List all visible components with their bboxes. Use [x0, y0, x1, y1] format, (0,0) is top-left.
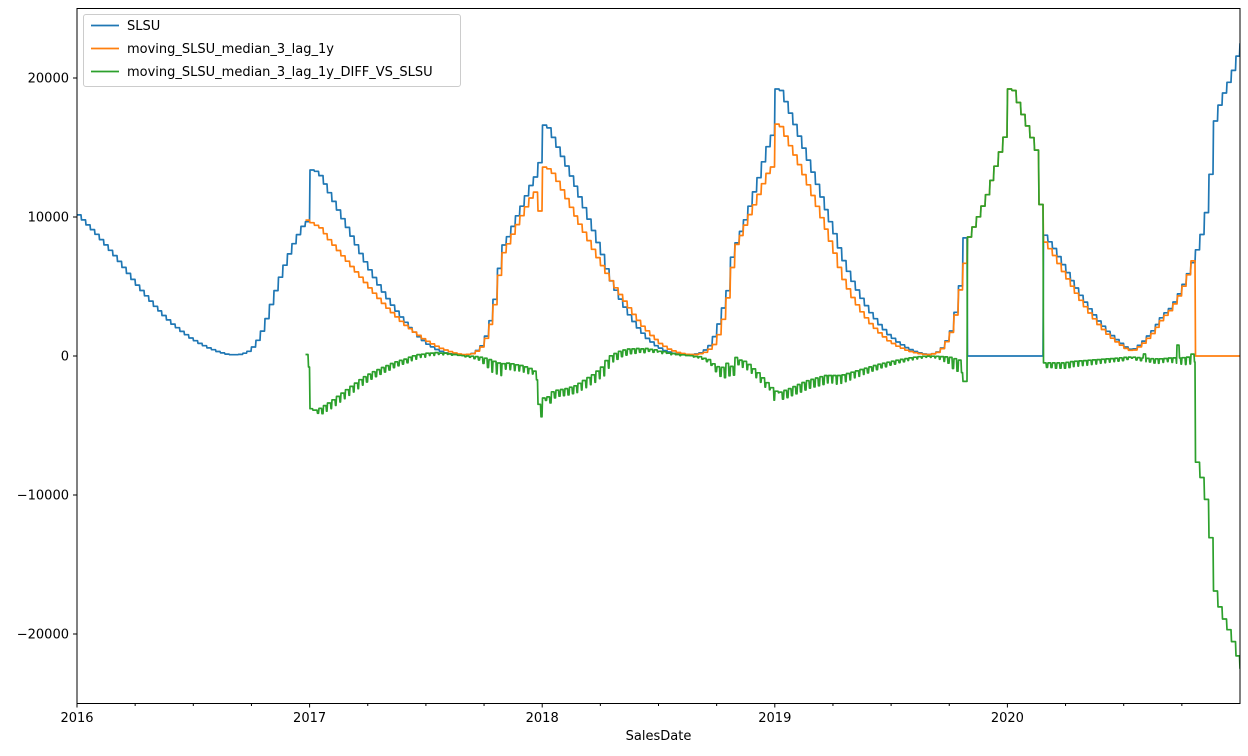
y-tick-label: −10000 — [17, 489, 69, 504]
legend-box — [83, 14, 461, 87]
y-tick-label: 0 — [61, 350, 69, 365]
x-axis-labels: 2016 2017 2018 2019 2020 — [60, 711, 1023, 726]
legend-label-diff: moving_SLSU_median_3_lag_1y_DIFF_VS_SLSU — [127, 65, 433, 80]
y-tick-label: −20000 — [17, 628, 69, 643]
legend-label-slsu: SLSU — [127, 19, 160, 34]
legend-label-moving: moving_SLSU_median_3_lag_1y — [127, 42, 334, 57]
x-tick-label: 2016 — [60, 711, 93, 726]
y-axis-ticks — [73, 77, 77, 635]
y-axis-labels: 20000 10000 0 −10000 −20000 — [17, 72, 69, 643]
y-tick-label: 10000 — [28, 211, 69, 226]
legend: SLSU moving_SLSU_median_3_lag_1y moving_… — [83, 14, 461, 87]
x-tick-label: 2019 — [758, 711, 791, 726]
moving-median-line — [305, 88, 1240, 357]
x-axis-title: SalesDate — [626, 729, 692, 744]
plot-border — [76, 8, 1241, 704]
x-tick-label: 2020 — [991, 711, 1024, 726]
series-lines — [77, 43, 1240, 669]
slsu-line — [77, 43, 1240, 357]
x-tick-label: 2017 — [293, 711, 326, 726]
diff-line — [305, 88, 1240, 669]
x-axis-ticks — [76, 703, 1183, 708]
y-tick-label: 20000 — [28, 72, 69, 87]
x-tick-label: 2018 — [526, 711, 559, 726]
